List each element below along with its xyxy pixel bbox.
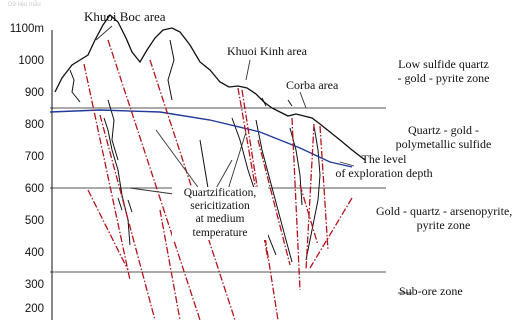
inner-ridge-center (167, 39, 175, 101)
fault-tick-1 (117, 197, 123, 211)
exploration-line-2: of exploration depth (335, 165, 433, 180)
ore-vein-12 (319, 125, 329, 251)
axis-tick-1100: 1100m (9, 23, 44, 35)
leader-corba (299, 91, 307, 109)
ore-vein-4 (149, 59, 236, 320)
inner-ridge-left (69, 69, 81, 103)
exploration-line-1: The level (361, 152, 407, 166)
ore-vein-7 (237, 87, 269, 261)
ore-vein-3 (107, 39, 201, 320)
axis-tick-900: 900 (24, 87, 44, 99)
leader-khuoi-kinh (245, 59, 251, 81)
ore-vein-9 (257, 139, 291, 266)
axis-tick-600: 600 (24, 183, 44, 195)
leader-alteration-3 (225, 131, 247, 197)
leader-alteration-2 (213, 159, 233, 193)
leader-alteration-1 (155, 129, 201, 191)
label-sub-ore-zone: Sub-ore zone (399, 284, 463, 298)
ore-vein-10 (291, 117, 301, 291)
fault-tick-4 (287, 99, 293, 107)
ore-body-outline-1 (103, 117, 131, 246)
leader-khuoi-boc (95, 25, 113, 41)
fault-tick-3 (261, 97, 267, 107)
mountain-outline (54, 14, 366, 161)
label-corba-area: Corba area (286, 78, 339, 92)
middle-zone-line-1: Quartz - gold - (408, 123, 479, 137)
axis-tick-500: 500 (24, 215, 44, 227)
ore-vein-5 (87, 189, 129, 271)
inner-ridge-mid (107, 99, 119, 161)
ore-vein-1 (83, 63, 131, 281)
ore-vein-11 (305, 123, 315, 271)
leader-exploration (339, 161, 355, 167)
watermark: Dữ liệu mẫu (8, 2, 41, 8)
ore-body-outline-4 (255, 119, 293, 263)
axis-tick-700: 700 (24, 151, 44, 163)
label-lower-zone: Gold - quartz - arsenopyrite, pyrite zon… (376, 204, 513, 233)
label-upper-zone: Low sulfide quartz - gold - pyrite zone (376, 57, 511, 86)
label-khuoi-kinh-area: Khuoi Kinh area (227, 44, 307, 58)
axis-tick-800: 800 (24, 119, 44, 131)
ore-vein-13 (309, 197, 353, 269)
upper-zone-line-1: Low sulfide quartz (398, 57, 489, 71)
ore-vein-6 (159, 209, 181, 320)
axis-tick-300: 300 (24, 279, 44, 291)
axis-tick-200: 200 (24, 303, 44, 315)
alteration-line-2: sericitization (190, 200, 250, 213)
axis-tick-400: 400 (24, 247, 44, 259)
lower-zone-line-1: Gold - quartz - arsenopyrite, (376, 204, 513, 218)
lower-zone-line-2: pyrite zone (416, 217, 471, 232)
ore-body-outline-5 (305, 125, 321, 261)
upper-zone-line-2: - gold - pyrite zone (397, 70, 490, 85)
exploration-depth-line (49, 109, 353, 168)
fault-tick-2 (127, 199, 133, 213)
label-middle-zone: Quartz - gold - polymetallic sulfide (376, 123, 511, 152)
middle-zone-line-2: polymetallic sulfide (395, 136, 492, 151)
label-alteration: Quartzification, sericitization at mediu… (172, 187, 268, 240)
label-exploration-depth: The level of exploration depth (330, 152, 438, 181)
label-khuoi-boc-area: Khuoi Boc area (84, 9, 166, 24)
ore-vein-2 (99, 114, 156, 320)
ore-vein-14 (299, 184, 319, 246)
axis-tick-1000: 1000 (18, 55, 44, 67)
alteration-line-4: temperature (192, 226, 248, 239)
alteration-line-1: Quartzification, (183, 187, 257, 199)
alteration-line-3: at medium (195, 213, 245, 226)
